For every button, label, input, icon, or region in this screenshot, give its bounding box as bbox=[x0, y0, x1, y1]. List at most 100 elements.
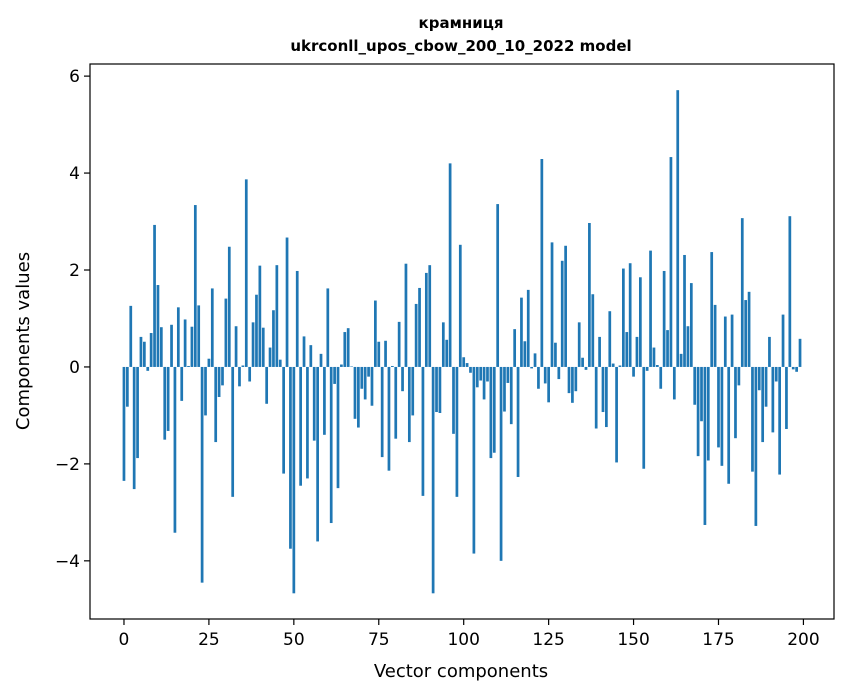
bar-component-131 bbox=[567, 366, 571, 394]
bar-component-97 bbox=[452, 366, 455, 434]
bar-component-32 bbox=[231, 366, 235, 497]
bar-component-99 bbox=[458, 244, 462, 367]
bar-component-146 bbox=[618, 365, 622, 367]
bar-component-105 bbox=[479, 366, 483, 381]
bar-component-138 bbox=[591, 294, 595, 367]
bar-component-101 bbox=[465, 363, 469, 367]
bar-component-136 bbox=[584, 366, 588, 370]
bar-component-111 bbox=[499, 366, 503, 561]
bar-component-2 bbox=[129, 305, 133, 367]
bar-component-116 bbox=[516, 366, 520, 477]
bar-component-40 bbox=[258, 265, 262, 367]
bar-component-61 bbox=[329, 366, 333, 524]
bar-component-93 bbox=[438, 366, 442, 413]
bar-component-172 bbox=[706, 366, 710, 461]
bar-component-152 bbox=[639, 277, 642, 367]
bar-component-16 bbox=[176, 307, 180, 367]
bar-component-191 bbox=[771, 366, 775, 433]
bar-component-174 bbox=[713, 304, 717, 367]
bar-component-1 bbox=[126, 366, 129, 407]
bar-component-11 bbox=[159, 327, 163, 367]
bar-component-123 bbox=[540, 159, 544, 367]
bar-component-26 bbox=[210, 288, 214, 367]
bar-component-155 bbox=[649, 250, 652, 367]
bar-component-46 bbox=[278, 359, 282, 367]
bar-component-88 bbox=[421, 366, 425, 496]
bar-component-181 bbox=[737, 366, 741, 386]
bar-component-21 bbox=[193, 205, 197, 367]
bar-component-126 bbox=[550, 242, 554, 367]
bar-component-183 bbox=[744, 300, 748, 367]
chart-title-line-2: ukrconll_upos_cbow_200_10_2022 model bbox=[290, 37, 631, 55]
bar-component-23 bbox=[200, 366, 204, 583]
bar-component-95 bbox=[445, 339, 449, 367]
bar-component-194 bbox=[781, 314, 785, 367]
bar-component-103 bbox=[472, 366, 476, 554]
bar-component-163 bbox=[676, 90, 680, 367]
bar-component-179 bbox=[730, 314, 734, 367]
bar-component-117 bbox=[520, 297, 523, 367]
bar-component-39 bbox=[255, 294, 258, 367]
bar-component-129 bbox=[560, 260, 564, 367]
bar-component-164 bbox=[679, 353, 683, 367]
bar-component-180 bbox=[734, 366, 737, 439]
bar-component-17 bbox=[180, 366, 184, 401]
bar-component-77 bbox=[384, 340, 387, 367]
bar-component-114 bbox=[509, 366, 513, 425]
bar-component-83 bbox=[404, 263, 408, 367]
bar-component-159 bbox=[662, 270, 666, 367]
bar-component-176 bbox=[720, 366, 724, 466]
bar-component-34 bbox=[238, 366, 241, 387]
bar-component-10 bbox=[156, 285, 160, 367]
bar-component-96 bbox=[448, 163, 452, 367]
bar-component-128 bbox=[557, 366, 561, 380]
bar-component-15 bbox=[173, 366, 177, 533]
bar-component-56 bbox=[312, 366, 316, 441]
bar-component-185 bbox=[751, 366, 754, 472]
bar-component-48 bbox=[285, 237, 289, 367]
bar-component-4 bbox=[136, 366, 139, 459]
bar-component-190 bbox=[768, 336, 771, 367]
bar-component-57 bbox=[316, 366, 319, 542]
bar-component-63 bbox=[336, 366, 340, 489]
bar-component-7 bbox=[146, 366, 150, 371]
bar-component-112 bbox=[503, 366, 506, 412]
bar-component-5 bbox=[139, 336, 143, 367]
bar-component-79 bbox=[391, 365, 394, 367]
bar-component-187 bbox=[757, 366, 761, 391]
bar-component-196 bbox=[788, 216, 792, 367]
bar-component-130 bbox=[564, 245, 567, 367]
bar-component-72 bbox=[367, 366, 370, 377]
bar-component-12 bbox=[163, 366, 167, 440]
bar-component-160 bbox=[666, 330, 669, 367]
bar-component-122 bbox=[537, 366, 540, 389]
x-axis-label: Vector components bbox=[374, 661, 548, 682]
bar-component-58 bbox=[319, 353, 323, 367]
bar-component-113 bbox=[506, 366, 510, 383]
bar-component-182 bbox=[740, 218, 744, 367]
bar-component-29 bbox=[221, 366, 224, 386]
bar-component-134 bbox=[577, 322, 581, 367]
bar-component-60 bbox=[326, 288, 330, 367]
bar-component-70 bbox=[360, 366, 364, 389]
bar-component-133 bbox=[574, 366, 578, 392]
y-tick-label: 6 bbox=[69, 67, 80, 87]
bar-component-18 bbox=[183, 319, 187, 367]
x-tick-label: 0 bbox=[119, 630, 130, 650]
bar-component-170 bbox=[700, 366, 703, 422]
bar-component-13 bbox=[166, 366, 170, 431]
bar-component-106 bbox=[482, 366, 486, 400]
bar-component-43 bbox=[268, 347, 272, 367]
bar-component-110 bbox=[496, 204, 500, 367]
x-tick-label: 100 bbox=[447, 630, 479, 650]
bar-component-24 bbox=[204, 366, 207, 416]
bar-component-139 bbox=[594, 366, 598, 429]
bar-component-193 bbox=[778, 366, 781, 475]
x-tick-label: 75 bbox=[368, 630, 390, 650]
bar-component-69 bbox=[357, 366, 360, 428]
bar-component-173 bbox=[710, 252, 714, 367]
bar-component-86 bbox=[414, 303, 418, 367]
bar-component-9 bbox=[153, 224, 156, 367]
bar-component-197 bbox=[791, 366, 795, 370]
